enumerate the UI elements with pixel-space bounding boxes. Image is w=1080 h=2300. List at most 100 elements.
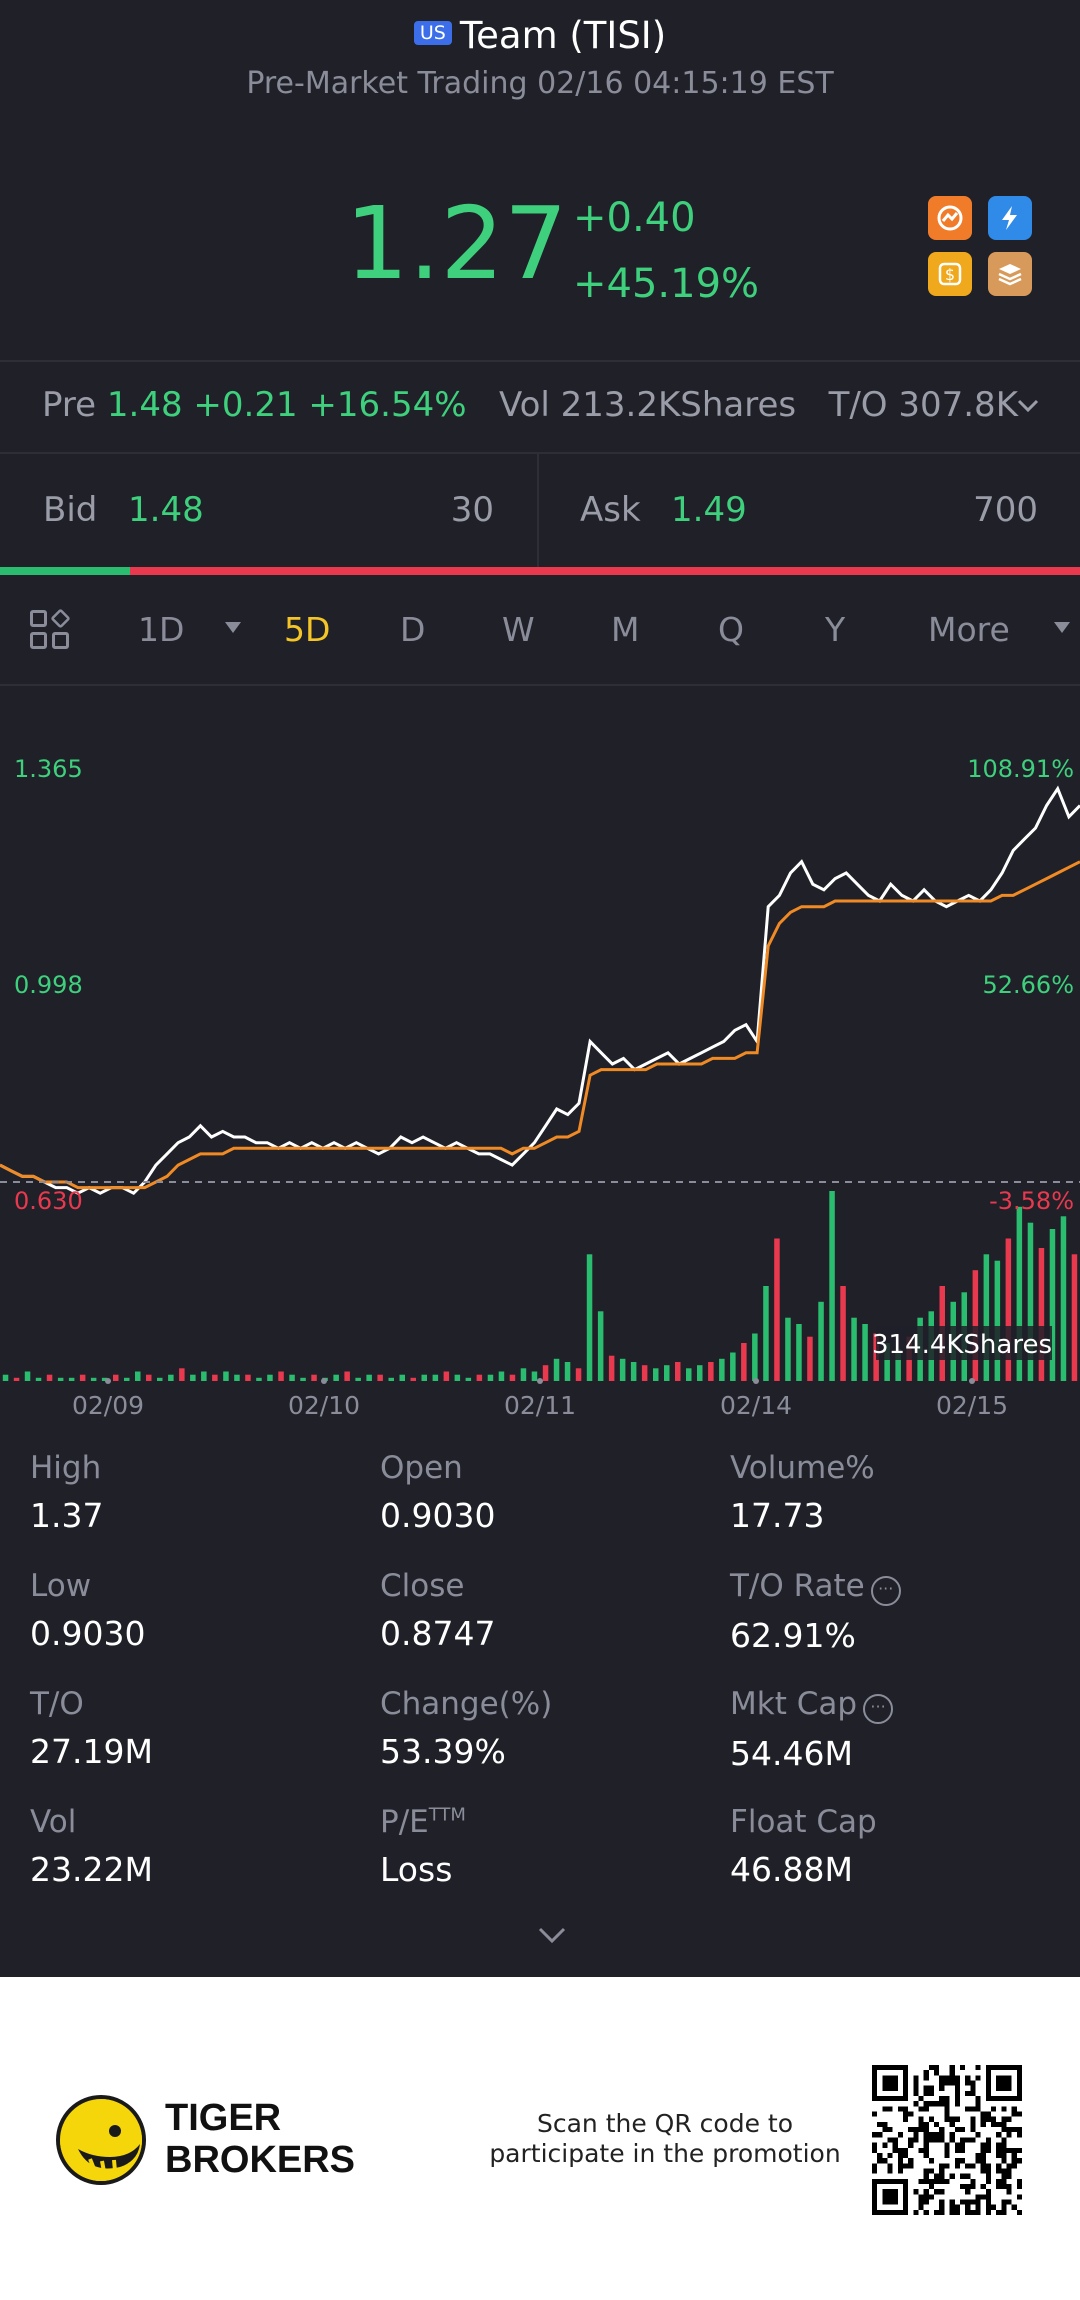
volume-bar: [300, 1377, 306, 1381]
volume-bar: [542, 1365, 549, 1381]
tab-q[interactable]: Q: [718, 610, 744, 649]
x-tick-dot: [753, 1378, 759, 1384]
volume-bar: [1005, 1238, 1012, 1381]
percent-axis-label-bottom: -3.58%: [989, 1187, 1074, 1215]
volume-label-bg: [876, 1326, 1052, 1360]
tab-1d[interactable]: 1D: [138, 610, 185, 649]
brand-name: TIGER BROKERS: [165, 2097, 355, 2181]
expand-chevron-icon[interactable]: [537, 1920, 567, 1950]
volume-bar: [289, 1374, 295, 1381]
volume-bar: [399, 1374, 405, 1381]
volume-bar: [1049, 1229, 1056, 1381]
tiger-brokers-logo-icon: [56, 2095, 146, 2185]
volume-bar: [101, 1377, 108, 1381]
volume-bar: [476, 1374, 483, 1381]
volume-bar: [531, 1371, 538, 1381]
volume-bar: [972, 1270, 979, 1381]
volume-bar: [829, 1191, 835, 1381]
divider: [0, 684, 1080, 686]
tab-w[interactable]: W: [502, 610, 535, 649]
tab-y[interactable]: Y: [825, 610, 846, 649]
tab-more[interactable]: More: [928, 610, 1010, 649]
ask-quantity: 700: [973, 490, 1038, 530]
dollar-icon[interactable]: $: [928, 252, 972, 296]
volume-bar: [2, 1374, 9, 1381]
intraday-chart[interactable]: 1.365 0.998 0.630 108.91% 52.66% -3.58% …: [0, 686, 1080, 1426]
x-tick-label: 02/15: [936, 1391, 1008, 1420]
stat-turnover: T/O 27.19M: [30, 1686, 153, 1771]
volume-bar: [24, 1371, 31, 1381]
volume-bar: [168, 1374, 174, 1381]
volume-bar: [366, 1374, 372, 1381]
volume-bar: [763, 1286, 769, 1381]
tab-d[interactable]: D: [400, 610, 426, 649]
volume-bar: [509, 1374, 516, 1381]
volume-bar: [179, 1368, 185, 1381]
volume-bar: [553, 1358, 560, 1381]
volume-bar: [388, 1377, 394, 1381]
svg-text:$: $: [945, 265, 955, 284]
premarket-row[interactable]: Pre 1.48 +0.21 +16.54% Vol 213.2KShares …: [42, 385, 1018, 425]
more-info-icon[interactable]: ···: [870, 1576, 901, 1606]
lightning-1-icon[interactable]: [988, 196, 1032, 240]
volume-bar: [686, 1368, 692, 1381]
volume-bar: [90, 1377, 97, 1381]
stat-to-rate: T/O Rate ··· 62.91%: [730, 1568, 901, 1655]
x-tick-dot: [537, 1378, 543, 1384]
volume-bar: [807, 1336, 813, 1381]
current-price: 1.27: [345, 185, 568, 302]
stat-open: Open 0.9030: [380, 1450, 496, 1535]
orange-chart-icon[interactable]: [928, 196, 972, 240]
divider: [0, 452, 1080, 454]
ask-price: 1.49: [671, 490, 747, 530]
bid-price: 1.48: [128, 490, 204, 530]
volume-bar: [641, 1365, 648, 1381]
volume-bar: [862, 1324, 868, 1381]
volume-bar: [410, 1377, 416, 1381]
price-change-percent: +45.19%: [573, 261, 760, 307]
x-tick-dot: [969, 1378, 975, 1384]
volume-bar: [278, 1371, 284, 1381]
volume-bar: [664, 1365, 670, 1381]
grid-layout-icon[interactable]: [30, 608, 72, 652]
us-market-flag: US: [413, 21, 452, 45]
bid-quantity: 30: [450, 490, 494, 530]
volume-bar: [146, 1374, 152, 1381]
volume-bar: [1027, 1222, 1034, 1381]
volume-bar: [697, 1365, 703, 1381]
stock-title: Team (TISI): [459, 14, 667, 57]
x-tick-label: 02/10: [288, 1391, 360, 1420]
chevron-down-icon[interactable]: [1016, 398, 1040, 414]
more-info-icon[interactable]: ···: [863, 1694, 894, 1724]
period-tabs: 1D 5D D W M Q Y More: [0, 578, 1080, 684]
volume-bar: [201, 1371, 207, 1381]
bid-label: Bid: [43, 490, 98, 530]
volume-bar: [13, 1377, 20, 1381]
volume-bar: [619, 1358, 626, 1381]
volume-bar: [212, 1374, 218, 1381]
tab-5d[interactable]: 5D: [284, 610, 331, 649]
volume-bar: [1016, 1206, 1023, 1381]
volume-bar: [884, 1343, 890, 1381]
stat-high: High 1.37: [30, 1450, 104, 1535]
x-tick-label: 02/11: [504, 1391, 576, 1420]
stack-a-icon[interactable]: [988, 252, 1032, 296]
volume-bar: [443, 1371, 450, 1381]
volume-bar: [630, 1362, 637, 1381]
stat-volume: Vol 23.22M: [30, 1804, 153, 1889]
volume-bar: [851, 1317, 857, 1381]
stat-to-rate-label: T/O Rate: [730, 1568, 865, 1604]
volume-bar: [223, 1371, 229, 1381]
volume-bar: [190, 1374, 196, 1381]
volume-bar: [432, 1374, 439, 1381]
qr-code-icon[interactable]: [872, 2065, 1022, 2215]
caret-down-icon[interactable]: [225, 622, 241, 633]
premarket-volume: Vol 213.2KShares: [498, 385, 797, 425]
bid-ratio-bar: [0, 567, 130, 575]
price-axis-label-top: 1.365: [14, 755, 83, 783]
volume-bar: [564, 1362, 571, 1381]
volume-bar: [608, 1355, 615, 1381]
tab-m[interactable]: M: [611, 610, 640, 649]
caret-down-icon[interactable]: [1054, 622, 1070, 633]
divider: [0, 360, 1080, 362]
